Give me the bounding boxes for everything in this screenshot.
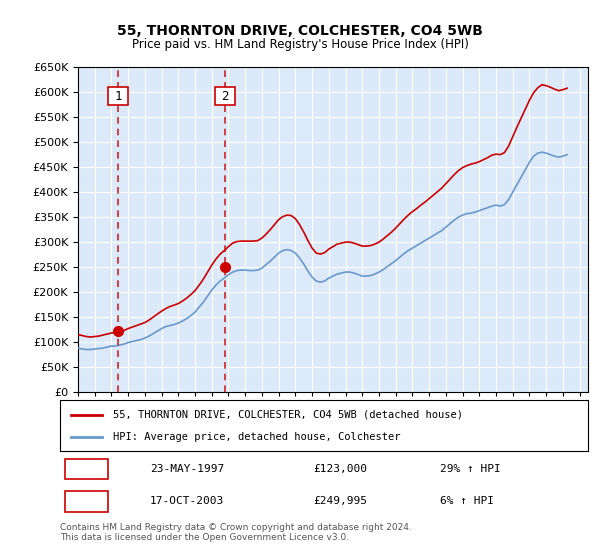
Text: 1: 1	[114, 90, 122, 104]
FancyBboxPatch shape	[108, 87, 128, 105]
Text: HPI: Average price, detached house, Colchester: HPI: Average price, detached house, Colc…	[113, 432, 400, 442]
Text: 2: 2	[221, 90, 229, 104]
FancyBboxPatch shape	[65, 459, 107, 479]
Text: 17-OCT-2003: 17-OCT-2003	[150, 496, 224, 506]
Text: £123,000: £123,000	[313, 464, 367, 474]
Text: Price paid vs. HM Land Registry's House Price Index (HPI): Price paid vs. HM Land Registry's House …	[131, 38, 469, 52]
FancyBboxPatch shape	[215, 87, 235, 105]
Text: 23-MAY-1997: 23-MAY-1997	[150, 464, 224, 474]
Text: 6% ↑ HPI: 6% ↑ HPI	[440, 496, 494, 506]
Text: £249,995: £249,995	[313, 496, 367, 506]
Text: 29% ↑ HPI: 29% ↑ HPI	[440, 464, 501, 474]
Text: 2: 2	[83, 494, 90, 508]
FancyBboxPatch shape	[65, 491, 107, 512]
Text: 1: 1	[83, 463, 90, 475]
Text: Contains HM Land Registry data © Crown copyright and database right 2024.: Contains HM Land Registry data © Crown c…	[60, 523, 412, 532]
Text: This data is licensed under the Open Government Licence v3.0.: This data is licensed under the Open Gov…	[60, 533, 349, 542]
Text: 55, THORNTON DRIVE, COLCHESTER, CO4 5WB: 55, THORNTON DRIVE, COLCHESTER, CO4 5WB	[117, 24, 483, 38]
Text: 55, THORNTON DRIVE, COLCHESTER, CO4 5WB (detached house): 55, THORNTON DRIVE, COLCHESTER, CO4 5WB …	[113, 409, 463, 419]
